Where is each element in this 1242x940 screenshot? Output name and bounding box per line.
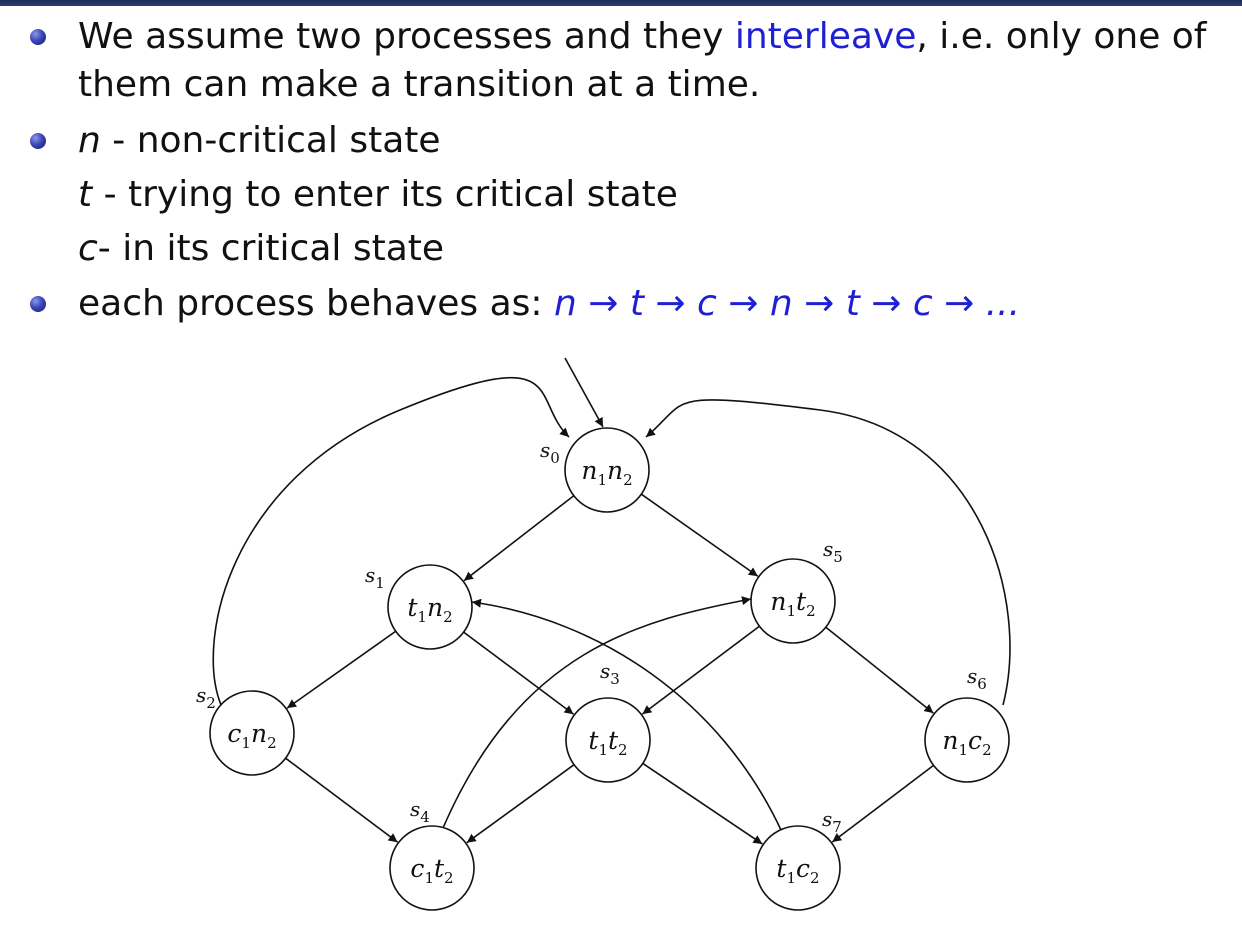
symbol-n: n	[78, 120, 101, 161]
state-node-s0: n1​n2​ s0​	[540, 427, 650, 513]
t-description: - trying to enter its critical state	[92, 174, 678, 215]
process-cycle-formula: n → t → c → n → t → c → ...	[553, 283, 1021, 324]
edge-s2-s0	[212, 376, 570, 706]
state-circle	[209, 690, 295, 776]
state-label-s4: c1​t2​	[410, 854, 453, 887]
edge-s6-s7	[831, 764, 935, 843]
state-name-s4: s4​	[410, 797, 430, 826]
state-node-s5: n1​t2​ s5​	[750, 537, 843, 644]
nodes-group: n1​n2​ s0​ t1​n2​ s1​ n1​t2​ s5​ c1​n2​ s2​ t1​t…	[196, 427, 1010, 911]
bullet-1-text-end: , i.e. only one of	[916, 16, 1207, 57]
state-circle	[924, 697, 1010, 783]
bullet-icon	[30, 133, 46, 149]
symbol-c: c	[78, 228, 98, 269]
state-node-s4: c1​t2​ s4​	[389, 797, 475, 911]
edge-s6-s0	[645, 399, 1011, 706]
edge-s4-s5	[442, 596, 752, 829]
bullet-icon	[30, 29, 46, 45]
bullet-3-text: each process behaves as:	[78, 283, 554, 324]
edge-s3-s7	[642, 762, 763, 845]
state-node-s6: n1​c2​ s6​	[924, 664, 1010, 783]
state-label-s0: n1​n2​	[581, 456, 632, 489]
edge-s5-s3	[641, 625, 760, 715]
edge-s1-s3	[463, 631, 575, 715]
symbol-t: t	[78, 174, 93, 215]
edge-s7-s1	[471, 598, 782, 831]
bullet-2-c-line: c- in its critical state	[78, 226, 444, 272]
state-circle	[389, 825, 475, 911]
edge-s0-s1	[463, 495, 575, 582]
state-node-s7: t1​c2​s7​	[755, 807, 842, 911]
state-label-s5: n1​t2​	[770, 587, 815, 620]
edge-s0-s5	[640, 493, 759, 577]
state-circle	[387, 564, 473, 650]
state-name-s2: s2​	[196, 683, 216, 712]
state-name-s6: s6​	[967, 664, 987, 693]
bullet-2-t-line: t - trying to enter its critical state	[78, 172, 678, 218]
state-label-s3: t1​t2​	[588, 726, 627, 759]
edge-s3-s4	[466, 764, 575, 844]
state-label-s1: t1​n2​	[407, 593, 452, 626]
state-name-s3: s3​	[600, 659, 620, 688]
edges-group	[212, 357, 1011, 845]
state-name-s5: s5​	[823, 537, 843, 566]
state-node-s2: c1​n2​ s2​	[196, 683, 295, 776]
state-name-s7: s7​	[822, 807, 842, 836]
edge-s1-s2	[286, 630, 397, 709]
bullet-1-line: We assume two processes and they interle…	[78, 14, 1206, 60]
state-name-s0: s0​	[540, 438, 560, 467]
edge-s5-s6	[825, 626, 934, 714]
bullet-3-line: each process behaves as: n → t → c → n →…	[78, 281, 1020, 327]
bullet-1-continuation: them can make a transition at a time.	[78, 64, 761, 105]
state-node-s1: t1​n2​ s1​	[365, 563, 473, 650]
bullet-1-text: We assume two processes and they	[78, 16, 735, 57]
state-node-s3: t1​t2​ s3​	[565, 659, 651, 783]
edge-s2-s4	[285, 757, 399, 843]
state-circle	[755, 825, 841, 911]
c-description: - in its critical state	[97, 228, 445, 269]
bullet-2-n-line: n - non-critical state	[78, 118, 441, 164]
state-name-s1: s1​	[365, 563, 385, 592]
state-circle	[565, 697, 651, 783]
state-label-s6: n1​c2​	[942, 726, 991, 759]
n-description: - non-critical state	[100, 120, 441, 161]
state-circle	[750, 558, 836, 644]
state-label-s7: t1​c2​	[776, 854, 819, 887]
interleave-keyword: interleave	[734, 16, 917, 57]
state-circle	[564, 427, 650, 513]
state-label-s2: c1​n2​	[227, 719, 276, 752]
initial-state-arrow	[564, 357, 604, 428]
slide-header-bar	[0, 0, 1242, 6]
bullet-icon	[30, 296, 46, 312]
